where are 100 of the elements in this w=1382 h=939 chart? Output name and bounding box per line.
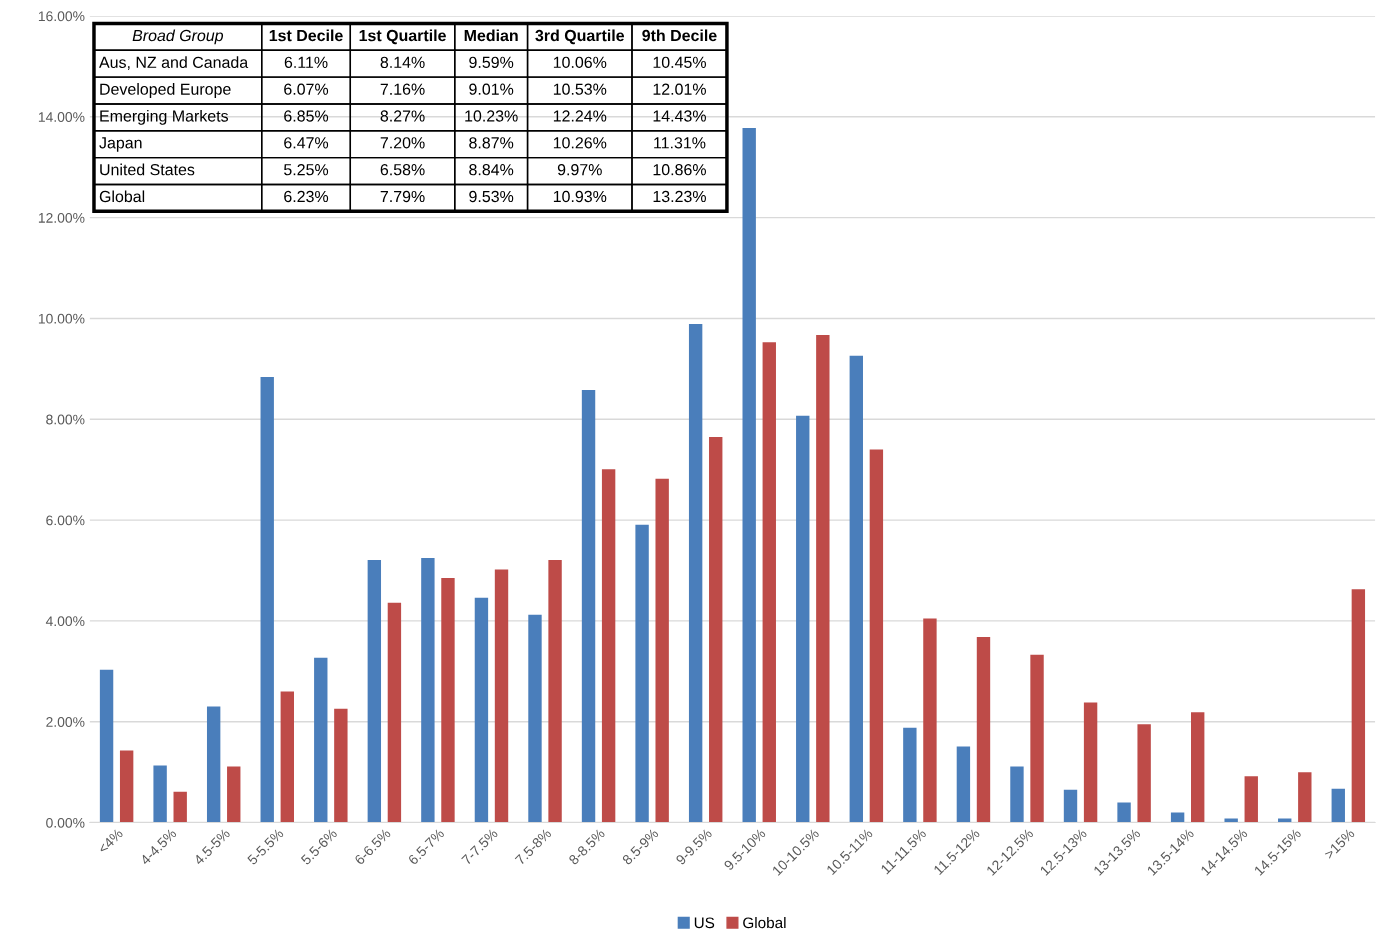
bar	[1244, 776, 1258, 823]
category-label: 9th Decile	[642, 29, 717, 42]
text: Broad Group	[132, 29, 224, 45]
bar	[762, 342, 776, 823]
text: 6.07%	[284, 83, 329, 95]
bar	[688, 323, 703, 823]
bar	[581, 390, 596, 823]
bar	[494, 569, 509, 823]
bar	[441, 578, 455, 823]
category-label: Japan	[99, 137, 142, 152]
text: 7.20%	[380, 137, 425, 149]
y-tick-label: 8.00%	[46, 414, 85, 425]
y-tick-label: 10.00%	[38, 313, 85, 324]
text: 11.31%	[654, 137, 706, 149]
bar	[976, 637, 991, 823]
text: 6.85%	[284, 110, 329, 122]
category-label: Global	[99, 190, 145, 203]
bar	[474, 597, 489, 823]
text: 13.23%	[653, 190, 706, 203]
bar	[314, 657, 328, 823]
text: 12.01%	[653, 83, 706, 95]
y-tick-label: 14.00%	[38, 112, 85, 122]
bar	[206, 706, 221, 823]
legend-label: Global	[743, 916, 786, 929]
bar	[173, 791, 187, 823]
text: 10.45%	[653, 56, 706, 69]
bar	[367, 559, 382, 823]
text: 9.97%	[557, 164, 602, 176]
text: 9.53%	[469, 190, 514, 203]
text: 10.93%	[553, 190, 607, 203]
category-label: 1st Quartile	[359, 29, 446, 45]
text: 7.79%	[380, 190, 425, 203]
bar	[1083, 702, 1098, 823]
text: 9.01%	[469, 83, 514, 95]
text: 9.59%	[469, 56, 514, 69]
bar	[601, 469, 616, 823]
x-tick-label: <4%	[97, 828, 124, 855]
bar	[1331, 788, 1345, 823]
bar	[869, 449, 884, 823]
bar	[528, 614, 542, 823]
bar	[421, 557, 435, 823]
bar	[280, 691, 294, 823]
text: 5.25%	[284, 164, 329, 176]
category-label: United States	[100, 163, 195, 176]
text: 8.84%	[469, 164, 514, 176]
y-tick-label: 12.00%	[38, 212, 85, 223]
category-label: Median	[464, 29, 518, 42]
text: 10.26%	[553, 137, 607, 149]
category-label: 1st Decile	[269, 29, 343, 42]
bar	[635, 524, 649, 823]
bar	[796, 415, 810, 823]
bar	[1117, 802, 1131, 823]
text: 6.47%	[284, 137, 329, 149]
y-tick-label: 4.00%	[45, 616, 85, 627]
bar	[334, 708, 348, 823]
text: 10.53%	[553, 83, 607, 95]
bar	[119, 750, 134, 823]
category-label: 3rd Quartile	[535, 29, 625, 45]
y-tick-label: 0.00%	[46, 817, 85, 828]
bar	[548, 559, 562, 823]
bar	[709, 436, 723, 823]
bar	[153, 765, 167, 823]
text: 12.24%	[553, 110, 607, 122]
bar	[956, 746, 971, 823]
bar	[849, 355, 863, 823]
y-tick-label: 6.00%	[46, 515, 85, 526]
text: 10.23%	[465, 110, 518, 122]
text: 10.86%	[653, 164, 706, 176]
text: 14.43%	[653, 110, 706, 122]
text: 6.23%	[284, 190, 329, 203]
y-tick-label: 16.00%	[38, 11, 85, 22]
text: 10.06%	[553, 56, 607, 69]
text: 6.58%	[380, 164, 425, 176]
bar	[227, 766, 241, 823]
text: 7.16%	[380, 83, 425, 95]
bar	[903, 727, 917, 823]
text: 8.14%	[380, 56, 425, 69]
text: 8.87%	[469, 137, 514, 149]
bar	[99, 669, 114, 823]
category-label: Aus, NZ and Canada	[99, 56, 249, 70]
bar	[1137, 724, 1151, 823]
bar	[387, 602, 402, 823]
bar	[1191, 712, 1205, 823]
bar	[1010, 766, 1024, 823]
y-tick-label: 2.00%	[46, 717, 85, 727]
text: 8.27%	[380, 110, 425, 122]
bar	[1170, 812, 1185, 823]
legend-label: US	[694, 917, 715, 929]
text: 6.11%	[284, 56, 328, 69]
category-label: Emerging Markets	[100, 109, 229, 125]
bar	[742, 127, 756, 823]
bar	[1063, 789, 1078, 823]
bar	[1298, 772, 1312, 823]
bar	[1351, 589, 1366, 823]
bar	[816, 335, 830, 823]
bar	[923, 618, 937, 823]
category-label: Developed Europe	[100, 83, 231, 98]
bar	[260, 376, 274, 823]
bar	[655, 478, 669, 823]
bar	[1030, 654, 1044, 823]
